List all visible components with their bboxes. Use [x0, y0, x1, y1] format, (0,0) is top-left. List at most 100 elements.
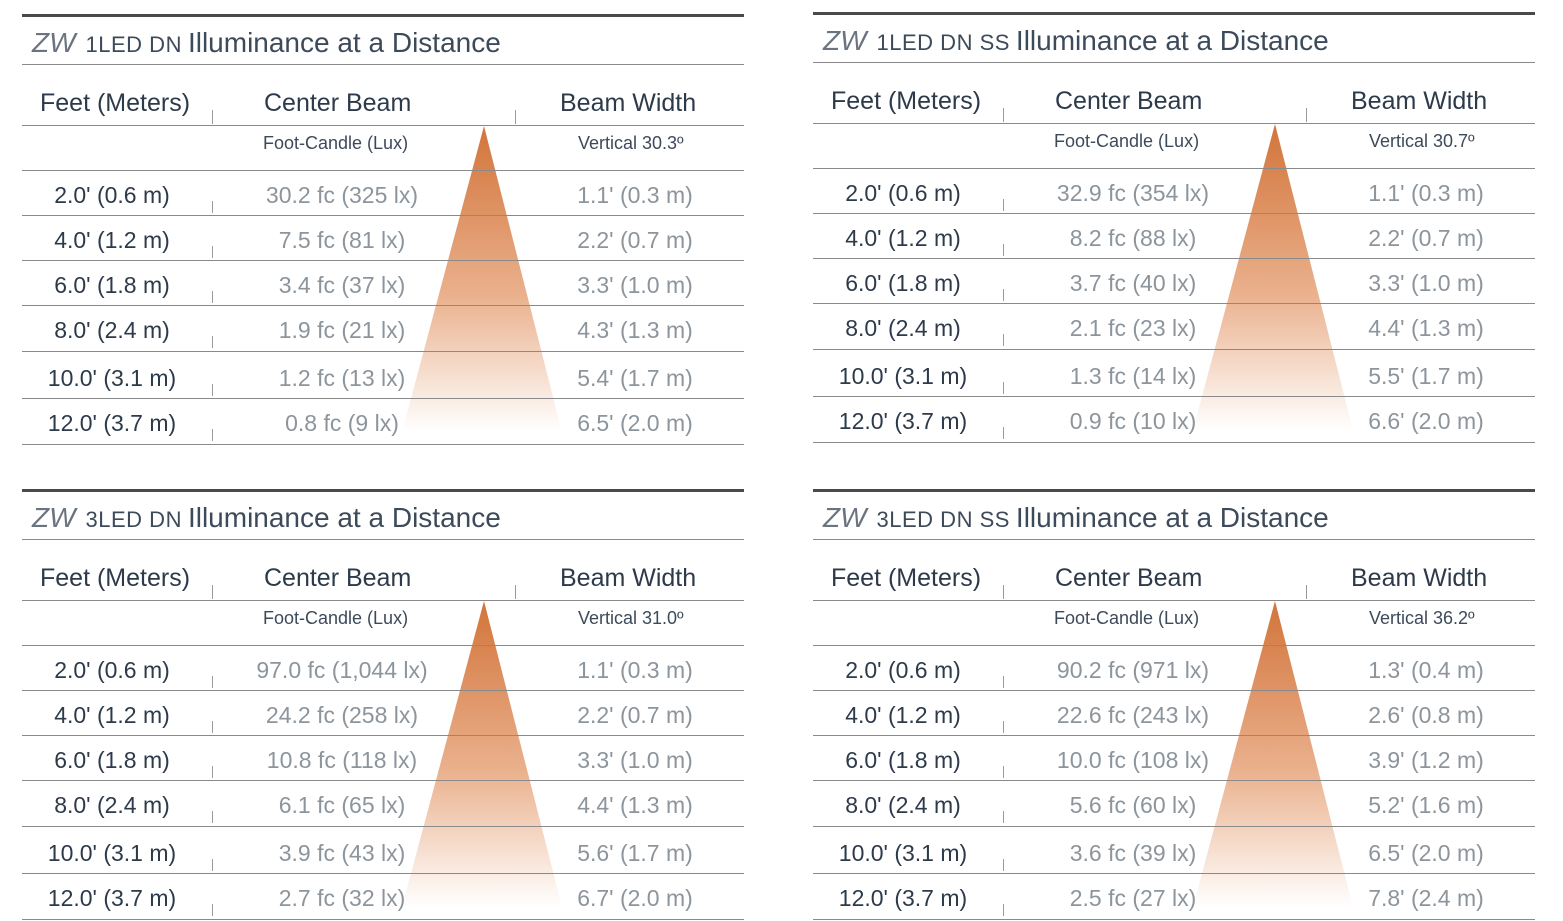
distance-cell: 8.0' (2.4 m)	[845, 792, 961, 818]
title-bar	[22, 14, 744, 17]
title-rule	[22, 539, 744, 540]
beam-width-cell: 1.3' (0.4 m)	[1368, 657, 1484, 683]
row-rule	[22, 215, 744, 216]
center-beam-cell: 10.0 fc (108 lx)	[1056, 747, 1210, 773]
center-beam-unit: Foot-Candle (Lux)	[263, 608, 409, 628]
illuminance-table: ZW 1LED DN SS Illuminance at a Distance Fee…	[813, 12, 1535, 443]
column-divider	[212, 246, 213, 258]
column-divider	[1003, 382, 1004, 394]
distance-cell: 6.0' (1.8 m)	[845, 270, 961, 296]
title-rule	[813, 62, 1535, 63]
column-divider	[212, 859, 213, 871]
column-divider	[212, 721, 213, 733]
center-beam-unit: Foot-Candle (Lux)	[263, 133, 409, 153]
center-beam-cell: 22.6 fc (243 lx)	[1056, 702, 1210, 728]
distance-cell: 8.0' (2.4 m)	[54, 792, 170, 818]
distance-cell: 6.0' (1.8 m)	[54, 747, 170, 773]
beam-width-angle: Vertical 30.7º	[1369, 131, 1475, 151]
beam-width-cell: 5.5' (1.7 m)	[1368, 363, 1484, 389]
column-divider	[212, 384, 213, 396]
row-rule	[22, 305, 744, 306]
distance-cell: 12.0' (3.7 m)	[47, 410, 177, 436]
center-beam-cell: 90.2 fc (971 lx)	[1056, 657, 1210, 683]
beam-cone-graphic	[1193, 601, 1353, 907]
distance-cell: 6.0' (1.8 m)	[845, 747, 961, 773]
brand-mark: ZW	[823, 25, 867, 56]
beam-width-angle: Vertical 36.2º	[1369, 608, 1475, 628]
beam-width-cell: 4.4' (1.3 m)	[1368, 315, 1484, 341]
title-rule	[22, 64, 744, 65]
illuminance-table: ZW 3LED DN SS Illuminance at a Distance Fee…	[813, 489, 1535, 920]
row-rule	[22, 690, 744, 691]
beam-width-header: Beam Width	[1351, 564, 1488, 592]
beam-width-cell: 2.2' (0.7 m)	[1368, 225, 1484, 251]
beam-width-angle: Vertical 31.0º	[578, 608, 684, 628]
distance-cell: 4.0' (1.2 m)	[54, 227, 170, 253]
row-rule	[813, 258, 1535, 259]
beam-width-cell: 1.1' (0.3 m)	[1368, 180, 1484, 206]
row-rule	[22, 398, 744, 399]
beam-width-cell: 4.4' (1.3 m)	[577, 792, 693, 818]
title-rule	[813, 539, 1535, 540]
brand-mark: ZW	[32, 502, 76, 533]
brand-mark: ZW	[823, 502, 867, 533]
center-beam-cell: 32.9 fc (354 lx)	[1056, 180, 1210, 206]
column-divider	[212, 811, 213, 823]
beam-width-header: Beam Width	[560, 89, 697, 117]
center-beam-unit: Foot-Candle (Lux)	[1054, 608, 1200, 628]
column-divider	[1003, 585, 1004, 599]
center-beam-cell: 7.5 fc (81 lx)	[278, 227, 406, 253]
distance-header: Feet (Meters)	[40, 564, 191, 592]
center-beam-header: Center Beam	[264, 89, 412, 117]
header-rule	[813, 600, 1535, 601]
row-rule	[22, 780, 744, 781]
center-beam-cell: 24.2 fc (258 lx)	[265, 702, 419, 728]
beam-width-cell: 5.6' (1.7 m)	[577, 840, 693, 866]
center-beam-cell: 30.2 fc (325 lx)	[265, 182, 419, 208]
distance-cell: 8.0' (2.4 m)	[54, 317, 170, 343]
beam-width-cell: 2.2' (0.7 m)	[577, 227, 693, 253]
column-divider	[1306, 108, 1307, 122]
column-divider	[1306, 585, 1307, 599]
beam-width-cell: 6.7' (2.0 m)	[577, 885, 693, 911]
row-rule	[22, 645, 744, 646]
distance-header: Feet (Meters)	[40, 89, 191, 117]
table-title: ZW 1LED DN SS Illuminance at a Distance	[823, 20, 1329, 62]
distance-cell: 12.0' (3.7 m)	[838, 408, 968, 434]
column-divider	[1003, 811, 1004, 823]
distance-cell: 2.0' (0.6 m)	[54, 657, 170, 683]
beam-width-cell: 2.2' (0.7 m)	[577, 702, 693, 728]
center-beam-header: Center Beam	[1055, 564, 1203, 592]
title-bar	[813, 489, 1535, 492]
beam-width-cell: 6.5' (2.0 m)	[577, 410, 693, 436]
column-divider	[1003, 859, 1004, 871]
distance-cell: 12.0' (3.7 m)	[838, 885, 968, 911]
row-rule	[813, 780, 1535, 781]
row-rule	[813, 349, 1535, 350]
distance-cell: 8.0' (2.4 m)	[845, 315, 961, 341]
beam-width-header: Beam Width	[560, 564, 697, 592]
model-name: 1LED DN SS	[876, 30, 1010, 55]
distance-cell: 2.0' (0.6 m)	[845, 657, 961, 683]
row-rule	[813, 735, 1535, 736]
center-beam-cell: 6.1 fc (65 lx)	[278, 792, 406, 818]
center-beam-cell: 3.4 fc (37 lx)	[278, 272, 406, 298]
title-text: Illuminance at a Distance	[187, 27, 501, 58]
center-beam-cell: 0.8 fc (9 lx)	[285, 410, 399, 436]
center-beam-cell: 1.3 fc (14 lx)	[1069, 363, 1197, 389]
distance-cell: 2.0' (0.6 m)	[845, 180, 961, 206]
column-divider	[212, 336, 213, 348]
center-beam-cell: 2.1 fc (23 lx)	[1069, 315, 1197, 341]
table-title: ZW 3LED DN SS Illuminance at a Distance	[823, 497, 1329, 539]
beam-width-cell: 2.6' (0.8 m)	[1368, 702, 1484, 728]
column-divider	[212, 291, 213, 303]
row-rule	[813, 919, 1535, 920]
illuminance-table: ZW 3LED DN Illuminance at a Distance Feet (…	[22, 489, 744, 920]
center-beam-header: Center Beam	[264, 564, 412, 592]
center-beam-cell: 97.0 fc (1,044 lx)	[256, 657, 428, 683]
column-divider	[1003, 721, 1004, 733]
column-divider	[212, 585, 213, 599]
center-beam-cell: 1.9 fc (21 lx)	[278, 317, 406, 343]
row-rule	[22, 170, 744, 171]
title-text: Illuminance at a Distance	[1015, 502, 1329, 533]
